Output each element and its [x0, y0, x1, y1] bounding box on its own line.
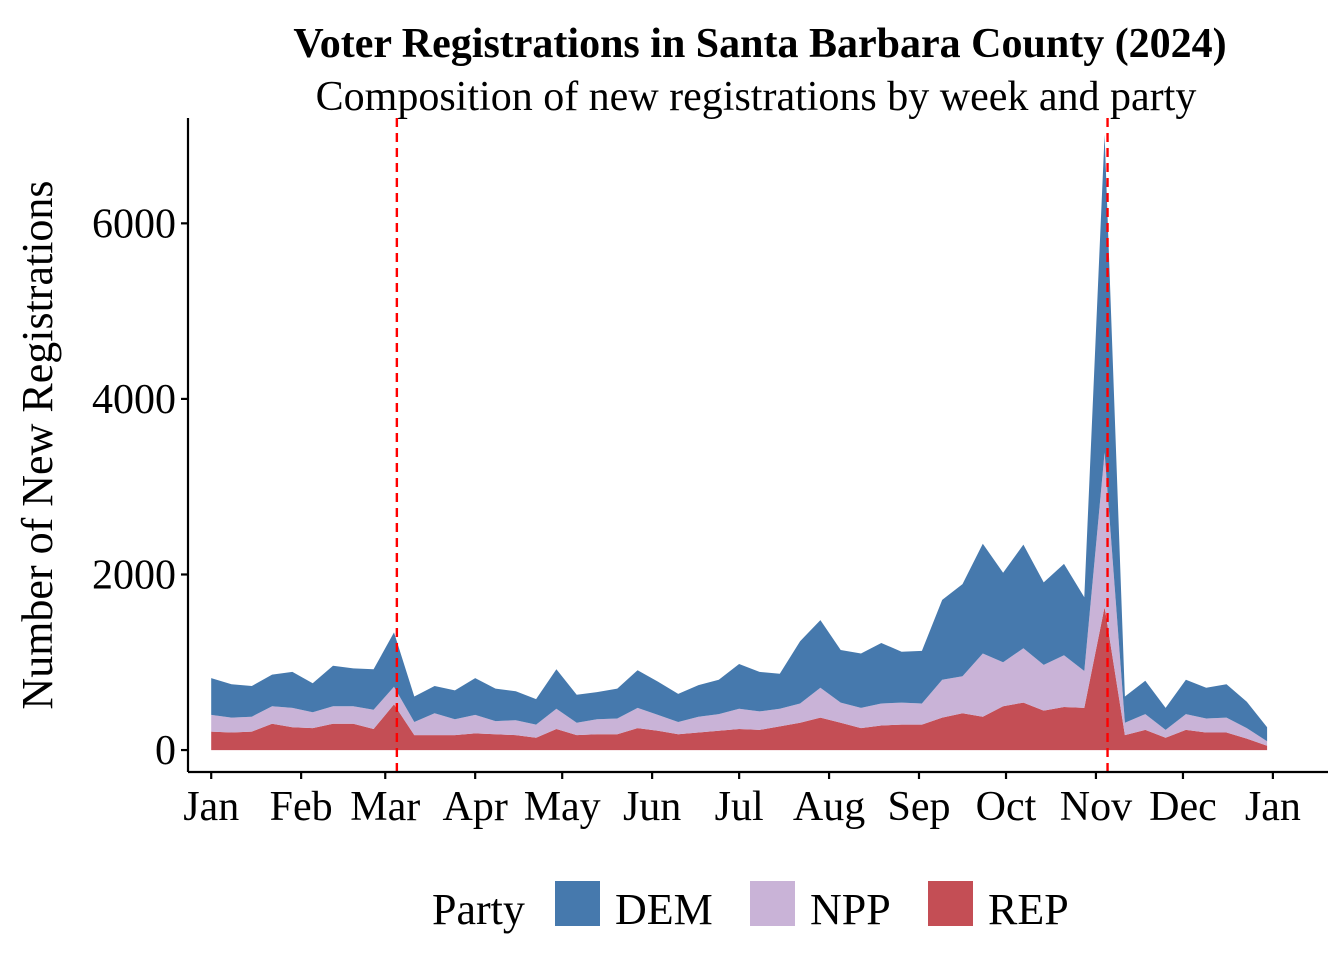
axes [186, 118, 1328, 774]
x-tick-label-nov-10: Nov [1060, 784, 1132, 830]
x-tick-label-feb-1: Feb [270, 784, 333, 830]
legend-label-dem: DEM [615, 885, 713, 934]
x-tick-label-dec-11: Dec [1149, 784, 1217, 830]
plot-areas [211, 134, 1268, 751]
x-tick-label-jan-12: Jan [1245, 784, 1301, 830]
area-rep [211, 607, 1268, 751]
legend-label-npp: NPP [810, 885, 891, 934]
x-tick-label-may-4: May [524, 784, 601, 830]
y-tick-label-4000: 4000 [92, 377, 176, 423]
legend-label-rep: REP [988, 885, 1069, 934]
legend-title: Party [432, 885, 525, 934]
area-npp [211, 452, 1268, 746]
y-tick-label-2000: 2000 [92, 552, 176, 598]
x-tick-label-aug-7: Aug [793, 784, 865, 830]
legend-key-dem [555, 881, 600, 926]
x-tick-label-jan-0: Jan [183, 784, 239, 830]
reference-lines [395, 118, 1109, 772]
y-axis-title: Number of New Registrations [13, 180, 62, 709]
legend-key-rep [928, 881, 973, 926]
y-tick-label-6000: 6000 [92, 201, 176, 247]
legend-key-npp [750, 881, 795, 926]
x-axis-ticks: Jan Feb Mar Apr May Jun Jul Aug Sep Oct Nov Dec Jan [183, 772, 1301, 830]
legend: Party DEM NPP REP [432, 881, 1069, 934]
x-tick-label-jun-5: Jun [623, 784, 681, 830]
x-tick-label-mar-2: Mar [350, 784, 420, 830]
x-tick-label-oct-9: Oct [976, 784, 1037, 830]
chart-title: Voter Registrations in Santa Barbara Cou… [293, 21, 1226, 67]
area-dem [211, 134, 1268, 742]
y-axis-ticks: 0 2000 4000 6000 [92, 201, 188, 774]
chart-subtitle: Composition of new registrations by week… [316, 74, 1197, 120]
x-tick-label-apr-3: Apr [443, 784, 508, 830]
y-tick-label-0: 0 [155, 728, 176, 774]
x-tick-label-sep-8: Sep [887, 784, 950, 830]
x-tick-label-jul-6: Jul [715, 784, 764, 830]
